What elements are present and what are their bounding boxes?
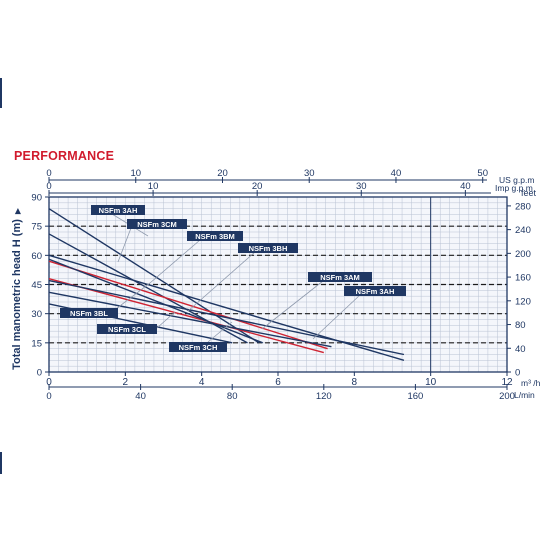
x-tick-label: 2 [123,377,129,388]
feet-tick-label: 40 [515,344,526,355]
curve-line [48,260,328,350]
curve-label: NSFm 3CM [137,220,177,229]
us-gpm-unit-label: US g.p.m [499,175,534,185]
lpm-tick-label: 120 [316,391,332,402]
chart-title: PERFORMANCE [14,149,115,163]
x-tick-label: 0 [46,377,52,388]
y-axis-label: Total manometric head H (m) [11,219,23,370]
edge-mark [0,78,2,108]
imp-gpm-tick-label: 40 [460,181,471,192]
feet-tick-label: 0 [515,368,520,379]
feet-tick-label: 200 [515,249,531,260]
us-gpm-tick-label: 50 [477,168,488,179]
us-gpm-tick-label: 30 [304,168,315,179]
x-unit-label: m³ /h [521,378,541,388]
curve-label-box [97,324,157,334]
curve-label-box [308,272,372,282]
y-tick-label: 75 [31,222,42,233]
y-tick-label: 30 [31,309,42,320]
lpm-tick-label: 0 [46,391,51,402]
lpm-tick-label: 40 [135,391,146,402]
curve-line [48,258,263,344]
x-tick-label: 8 [352,377,358,388]
curve-label: NSFm 3CL [108,325,146,334]
y-tick-label: 45 [31,280,42,291]
imp-gpm-tick-label: 0 [46,181,51,192]
label-leader-line [117,227,132,263]
y-tick-label: 60 [31,251,42,262]
imp-gpm-tick-label: 20 [252,181,263,192]
curve-label-box [127,219,187,229]
label-leader-line [312,294,361,340]
curve-label: NSFm 3AM [320,273,360,282]
label-leader-line [187,251,256,312]
curve-label: NSFm 3AH [356,287,395,296]
edge-mark [0,452,2,474]
curve-line [48,277,324,354]
label-leader-line [149,239,201,284]
y-axis-arrow: ▶ [13,207,22,214]
x-tick-label: 10 [425,377,437,388]
curve-line [48,208,260,344]
imp-gpm-tick-label: 10 [148,181,159,192]
x-tick-label: 12 [501,377,513,388]
curve-label-box [238,243,298,253]
curve-label: NSFm 3BM [195,232,235,241]
curve-line [48,279,405,356]
y-tick-label: 0 [37,368,42,379]
curve-label-box [91,205,145,215]
us-gpm-tick-label: 10 [130,168,141,179]
lpm-tick-label: 160 [407,391,423,402]
us-gpm-tick-label: 20 [217,168,228,179]
feet-unit-label: feet [521,188,537,198]
lpm-tick-label: 80 [227,391,238,402]
curve-label: NSFm 3BH [249,244,288,253]
feet-tick-label: 240 [515,225,531,236]
label-leader-line [156,311,176,329]
feet-tick-label: 80 [515,320,526,331]
curve-label-box [187,231,243,241]
label-leader-line [207,321,233,343]
us-gpm-tick-label: 40 [391,168,402,179]
lpm-tick-label: 200 [499,391,515,402]
curve-label: NSFm 3BL [70,309,108,318]
y-tick-label: 90 [31,193,42,204]
lpm-unit-label: L/min [514,390,535,400]
label-leader-line [261,280,324,330]
y-tick-label: 15 [31,338,42,349]
feet-tick-label: 120 [515,296,531,307]
x-tick-label: 6 [275,377,281,388]
curve-label: NSFm 3AH [99,206,138,215]
curve-label-box [344,286,406,296]
curve-line [48,291,332,348]
curve-label-box [60,308,118,318]
feet-tick-label: 280 [515,201,531,212]
label-leader-line [111,282,151,313]
imp-gpm-tick-label: 30 [356,181,367,192]
feet-tick-label: 160 [515,273,531,284]
curve-label: NSFm 3CH [179,343,218,352]
curve-label-box [169,342,227,352]
imp-gpm-unit-label: Imp g.p.m [495,183,533,193]
x-tick-label: 4 [199,377,205,388]
us-gpm-tick-label: 0 [46,168,51,179]
